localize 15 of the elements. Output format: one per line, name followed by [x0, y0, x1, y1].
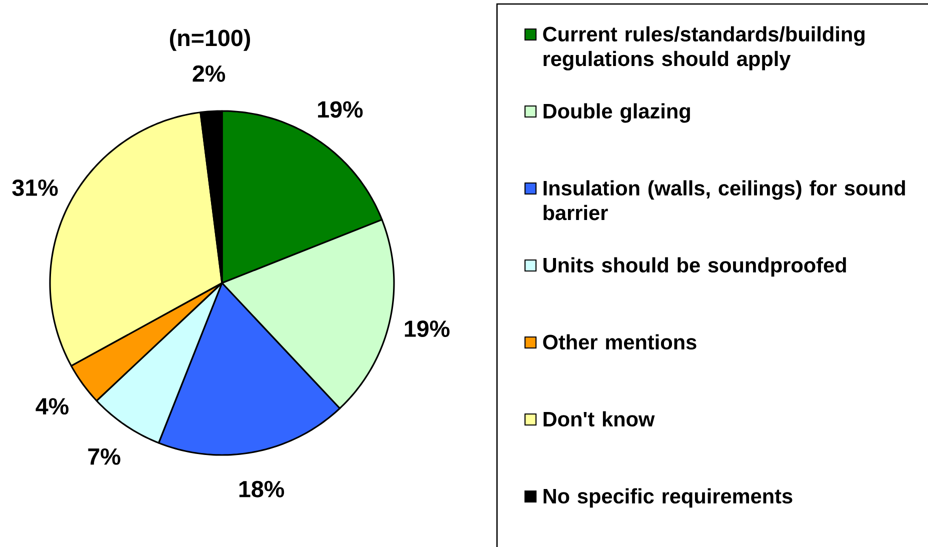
- legend-label: Units should be soundproofed: [544, 257, 846, 277]
- data-label: 7%: [88, 448, 120, 465]
- legend-label: Insulation (walls, ceilings) for sound barrier: [544, 180, 905, 220]
- data-label: 4%: [36, 398, 68, 415]
- chart-title: (n=100): [170, 29, 250, 51]
- data-label: 19%: [404, 320, 450, 338]
- legend-label: Double glazing: [544, 103, 690, 123]
- data-label: 19%: [318, 101, 363, 118]
- legend-label: Current rules/standards/building regulations should apply: [543, 26, 864, 70]
- data-label: 2%: [192, 65, 226, 82]
- legend-label: Other mentions: [543, 334, 696, 350]
- legend-label: Don't know: [544, 411, 655, 427]
- legend-label: No specific requirements: [544, 488, 792, 508]
- data-label: 18%: [239, 480, 284, 498]
- data-label: 31%: [12, 179, 58, 196]
